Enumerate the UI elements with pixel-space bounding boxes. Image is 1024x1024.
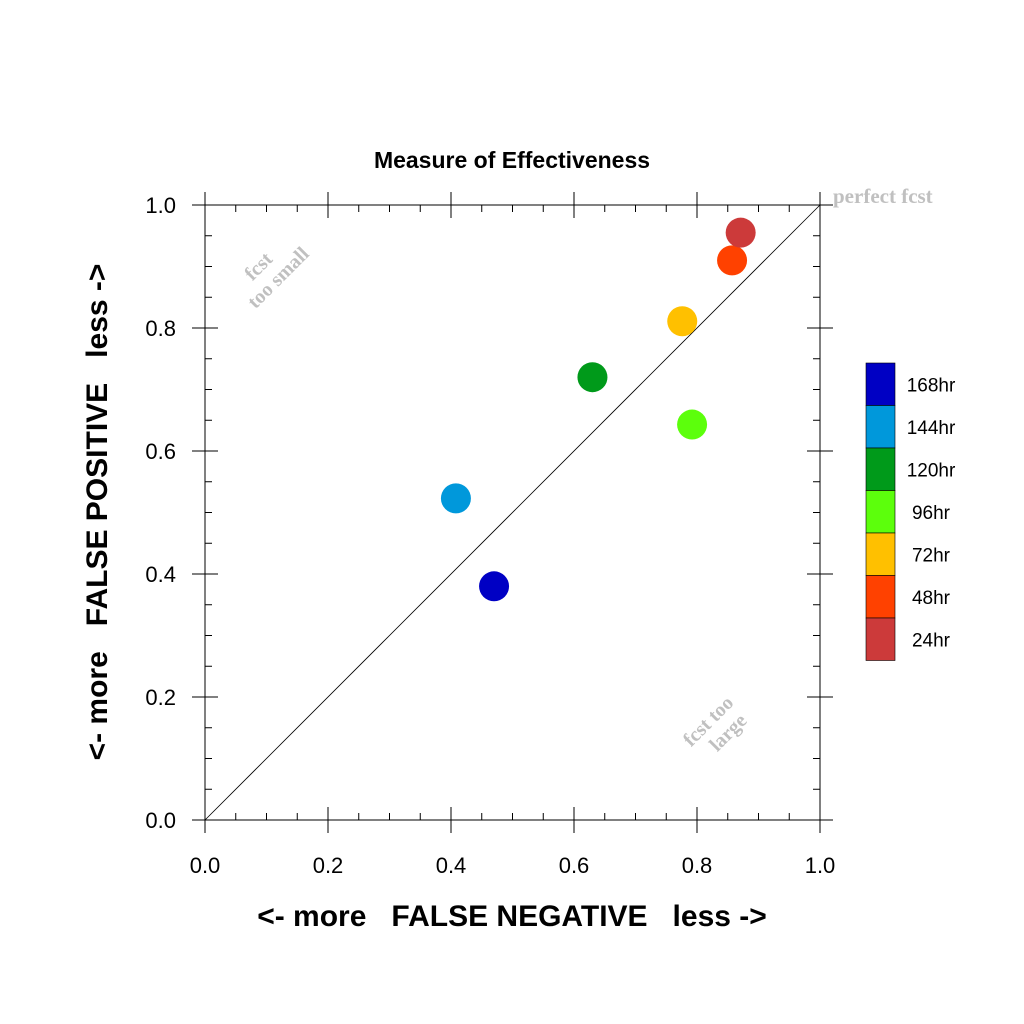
too-small-annotation: fcst too small <box>240 243 314 313</box>
perfect-forecast-annotation: perfect fcst <box>833 184 933 208</box>
legend-swatch-96hr <box>865 490 896 534</box>
y-tick-label: 1.0 <box>145 193 176 218</box>
y-tick-labels: 0.0 0.2 0.4 0.6 0.8 1.0 <box>145 193 176 833</box>
point-48hr <box>717 245 748 276</box>
legend-swatch-48hr <box>865 575 896 619</box>
perfect-forecast-line <box>204 204 821 821</box>
legend-swatch-72hr <box>865 532 896 576</box>
data-points <box>440 217 756 602</box>
point-24hr <box>725 217 756 248</box>
y-tick-label: 0.0 <box>145 808 176 833</box>
legend-swatch-120hr <box>865 447 896 491</box>
point-120hr <box>577 362 608 393</box>
legend-swatch-168hr <box>865 362 896 406</box>
point-144hr <box>440 483 471 514</box>
legend-label-48hr: 48hr <box>912 588 951 609</box>
point-72hr <box>667 306 698 337</box>
y-tick-label: 0.8 <box>145 316 176 341</box>
legend-label-24hr: 24hr <box>912 630 951 651</box>
legend-swatch-144hr <box>865 405 896 449</box>
chart-title: Measure of Effectiveness <box>374 147 650 173</box>
x-tick-label: 0.2 <box>313 853 344 878</box>
too-large-annotation: fcst too large <box>679 692 752 756</box>
x-tick-labels: 0.0 0.2 0.4 0.6 0.8 1.0 <box>190 853 836 878</box>
x-axis-label: <- more FALSE NEGATIVE less -> <box>257 900 767 933</box>
legend-label-120hr: 120hr <box>907 460 956 481</box>
legend: 168hr 144hr 120hr 96hr 72hr 48hr 24hr <box>865 362 956 661</box>
axis-ticks <box>192 192 833 833</box>
legend-label-96hr: 96hr <box>912 503 951 524</box>
x-tick-label: 0.4 <box>436 853 467 878</box>
y-tick-label: 0.2 <box>145 685 176 710</box>
x-tick-label: 1.0 <box>805 853 836 878</box>
legend-label-144hr: 144hr <box>907 418 956 439</box>
x-tick-label: 0.0 <box>190 853 221 878</box>
x-tick-label: 0.6 <box>559 853 590 878</box>
x-tick-label: 0.8 <box>682 853 713 878</box>
legend-label-72hr: 72hr <box>912 545 951 566</box>
point-168hr <box>479 571 510 602</box>
legend-swatch-24hr <box>865 617 896 661</box>
legend-label-168hr: 168hr <box>907 375 956 396</box>
y-tick-label: 0.4 <box>145 562 176 587</box>
y-axis-label: <- more FALSE POSITIVE less -> <box>81 264 114 761</box>
y-tick-label: 0.6 <box>145 439 176 464</box>
point-96hr <box>677 409 708 440</box>
